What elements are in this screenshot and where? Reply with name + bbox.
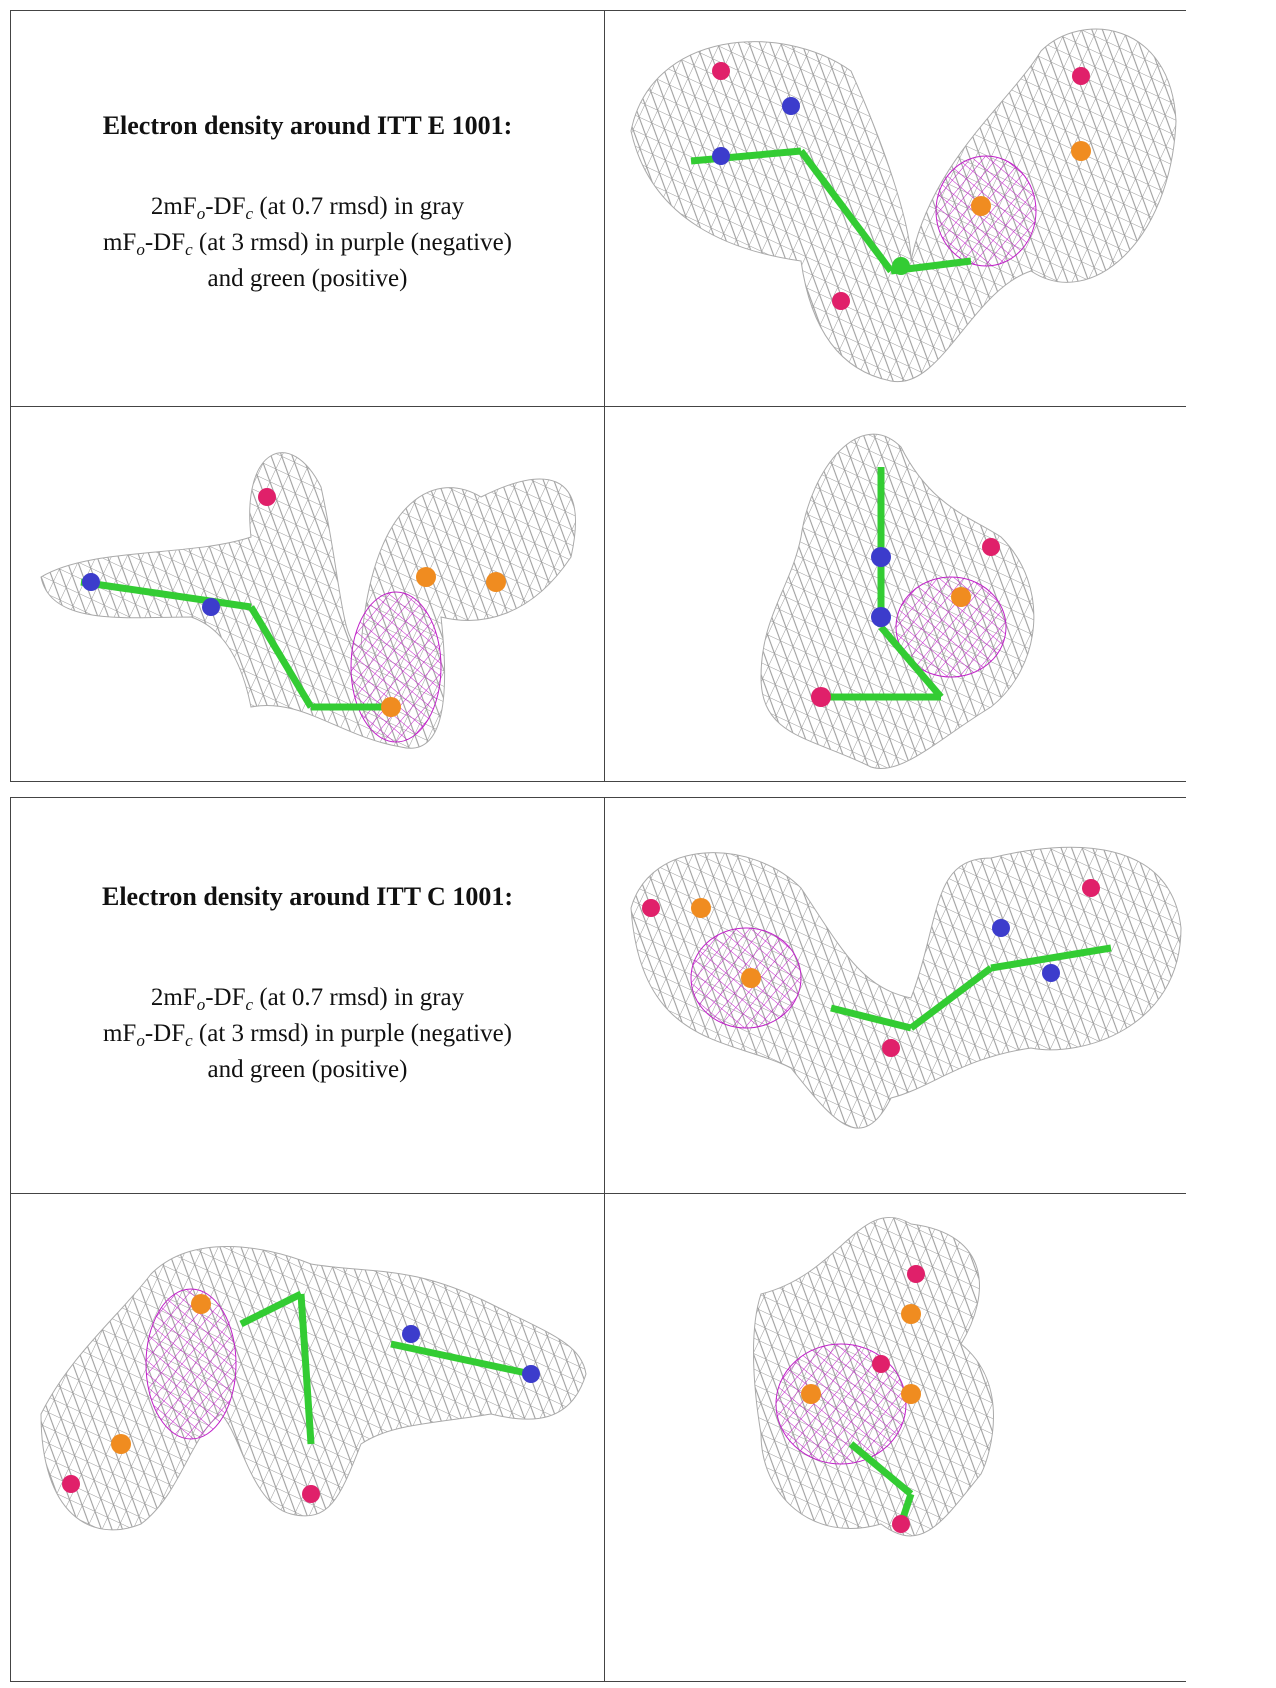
subscript: c <box>246 204 254 223</box>
text: -DF <box>205 984 245 1011</box>
legend-text: 2mFo-DFc (at 0.7 rmsd) in gray mFo-DFc (… <box>11 189 604 297</box>
column-divider <box>604 11 605 781</box>
table: Electron density around ITT E 1001: 2mFo… <box>10 10 1186 782</box>
text: mF <box>103 229 136 256</box>
table: Electron density around ITT C 1001: 2mFo… <box>10 797 1186 1682</box>
density-image <box>611 798 1186 1193</box>
text: 2mF <box>151 984 197 1011</box>
text: (at 0.7 rmsd) in gray <box>253 984 464 1011</box>
text: and green (positive) <box>208 1056 408 1083</box>
table-title: Electron density around ITT E 1001: <box>11 111 604 141</box>
text: and green (positive) <box>208 265 408 292</box>
density-image <box>611 407 1186 780</box>
text: 2mF <box>151 193 197 220</box>
legend-line: 2mFo-DFc (at 0.7 rmsd) in gray <box>11 980 604 1016</box>
legend-text: 2mFo-DFc (at 0.7 rmsd) in gray mFo-DFc (… <box>11 980 604 1088</box>
text: -DF <box>145 1020 185 1047</box>
subscript: o <box>136 1031 145 1050</box>
legend-line: and green (positive) <box>11 261 604 297</box>
legend-line: mFo-DFc (at 3 rmsd) in purple (negative) <box>11 1016 604 1052</box>
text: (at 3 rmsd) in purple (negative) <box>193 229 512 256</box>
density-image <box>611 1194 1186 1680</box>
subscript: o <box>197 995 206 1014</box>
column-divider <box>604 798 605 1681</box>
subscript: c <box>185 1031 193 1050</box>
density-image <box>11 1194 604 1680</box>
legend-line: 2mFo-DFc (at 0.7 rmsd) in gray <box>11 189 604 225</box>
subscript: c <box>185 240 193 259</box>
density-image <box>11 407 604 780</box>
text: (at 3 rmsd) in purple (negative) <box>193 1020 512 1047</box>
density-image <box>611 11 1186 406</box>
page: Electron density around ITT E 1001: 2mFo… <box>0 0 1276 1688</box>
subscript: o <box>136 240 145 259</box>
text: -DF <box>205 193 245 220</box>
subscript: c <box>246 995 254 1014</box>
text: mF <box>103 1020 136 1047</box>
legend-line: mFo-DFc (at 3 rmsd) in purple (negative) <box>11 225 604 261</box>
table-title: Electron density around ITT C 1001: <box>11 882 604 912</box>
text: (at 0.7 rmsd) in gray <box>253 193 464 220</box>
text: -DF <box>145 229 185 256</box>
legend-line: and green (positive) <box>11 1052 604 1088</box>
subscript: o <box>197 204 206 223</box>
